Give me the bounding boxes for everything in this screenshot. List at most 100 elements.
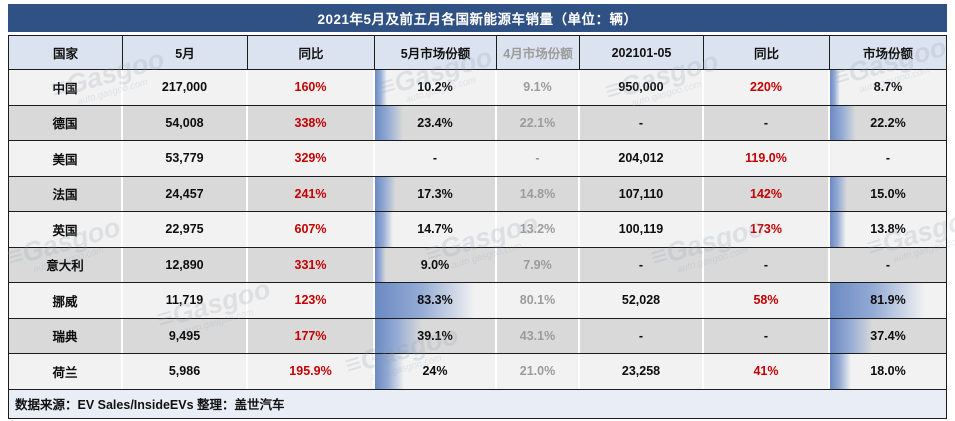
header-may-share: 5月市场份额 — [375, 36, 497, 69]
cell-value: 142% — [750, 186, 782, 201]
cell-country: 荷兰 — [9, 354, 123, 389]
cell-value: 22,975 — [165, 222, 204, 237]
cell-value: 204,012 — [618, 151, 664, 166]
cell-ytd-share: 81.9% — [830, 283, 946, 318]
cell-apr-share: - — [497, 141, 580, 176]
cell-value: 177% — [294, 328, 327, 343]
cell-country: 美国 — [9, 141, 123, 176]
header-apr-share: 4月市场份额 — [497, 36, 580, 69]
cell-value: - — [638, 328, 644, 343]
cell-value: 53,779 — [165, 151, 204, 166]
cell-value: 9.0% — [420, 257, 450, 272]
cell-value: 24,457 — [165, 186, 204, 201]
share-data-bar — [830, 212, 846, 247]
header-may-sales: 5月 — [123, 36, 248, 69]
cell-ytd-yoy: 142% — [704, 176, 830, 211]
share-data-bar — [375, 318, 422, 353]
cell-value: 中国 — [52, 81, 78, 96]
cell-value: 83.3% — [417, 293, 453, 308]
cell-may-share: 17.3% — [375, 176, 497, 211]
table-row: 挪威 11,719 123% 83.3% 80.1% 52,028 58% 81.9% — [9, 282, 946, 318]
cell-ytd-share: 15.0% — [830, 176, 946, 211]
cell-value: 9,495 — [168, 328, 201, 343]
cell-value: 美国 — [52, 152, 78, 167]
cell-ytd-yoy: - — [704, 318, 830, 353]
share-data-bar — [830, 283, 925, 318]
sales-table: 国家 5月 同比 5月市场份额 4月市场份额 202101-05 同比 市场份额… — [8, 35, 947, 419]
table-frame: 2021年5月及前五月各国新能源车销量（单位：辆） 国家 5月 同比 5月市场份… — [8, 4, 947, 419]
cell-may-sales: 54,008 — [123, 105, 248, 140]
cell-may-sales: 22,975 — [123, 212, 248, 247]
cell-may-share: 83.3% — [375, 283, 497, 318]
cell-value: 54,008 — [165, 115, 204, 130]
cell-value: 123% — [294, 293, 327, 308]
cell-value: 52,028 — [621, 293, 661, 308]
cell-value: 220% — [750, 80, 782, 95]
cell-value: 18.0% — [870, 364, 906, 379]
cell-ytd-share: 13.8% — [830, 212, 946, 247]
table-row: 英国 22,975 607% 14.7% 13.2% 100,119 173% 13.8% — [9, 211, 946, 247]
cell-value: 80.1% — [519, 293, 556, 308]
cell-apr-share: 14.8% — [497, 176, 580, 211]
cell-value: 107,110 — [618, 186, 664, 201]
share-data-bar — [375, 283, 475, 318]
table-row: 中国 217,000 160% 10.2% 9.1% 950,000 220% 8.7% — [9, 69, 946, 105]
cell-ytd-sales: - — [580, 318, 704, 353]
cell-value: 14.8% — [519, 186, 556, 201]
cell-ytd-share: 37.4% — [830, 318, 946, 353]
cell-may-sales: 5,986 — [123, 354, 248, 389]
cell-value: 法国 — [52, 188, 78, 203]
cell-may-yoy: 241% — [248, 176, 375, 211]
cell-ytd-yoy: 58% — [704, 283, 830, 318]
cell-value: 195.9% — [289, 364, 332, 379]
cell-ytd-yoy: 173% — [704, 212, 830, 247]
share-data-bar — [375, 212, 393, 247]
cell-value: 德国 — [52, 117, 78, 132]
cell-country: 英国 — [9, 212, 123, 247]
cell-ytd-sales: - — [580, 105, 704, 140]
cell-ytd-yoy: - — [704, 105, 830, 140]
share-data-bar — [830, 70, 841, 105]
share-data-bar — [830, 354, 851, 389]
share-data-bar — [375, 70, 388, 105]
cell-value: 119.0% — [745, 151, 787, 166]
share-data-bar — [375, 105, 404, 140]
table-row: 美国 53,779 329% - - 204,012 119.0% - — [9, 140, 946, 176]
cell-value: 58% — [753, 293, 779, 308]
cell-value: 7.9% — [523, 257, 552, 272]
cell-value: 43.1% — [519, 328, 556, 343]
cell-value: 英国 — [52, 223, 78, 238]
cell-value: 173% — [750, 222, 782, 237]
table-row: 法国 24,457 241% 17.3% 14.8% 107,110 142% 15.0% — [9, 175, 946, 211]
cell-ytd-sales: 100,119 — [580, 212, 704, 247]
cell-apr-share: 22.1% — [497, 105, 580, 140]
cell-may-yoy: 177% — [248, 318, 375, 353]
cell-ytd-sales: - — [580, 247, 704, 282]
cell-value: - — [638, 115, 644, 130]
cell-may-yoy: 331% — [248, 247, 375, 282]
cell-value: 荷兰 — [52, 365, 78, 380]
header-ytd-share: 市场份额 — [862, 47, 913, 61]
cell-value: 8.7% — [873, 80, 903, 95]
cell-value: 挪威 — [52, 294, 78, 309]
cell-apr-share: 21.0% — [497, 354, 580, 389]
cell-ytd-yoy: - — [704, 247, 830, 282]
table-row: 德国 54,008 338% 23.4% 22.1% - - 22.2% — [9, 104, 946, 140]
cell-may-sales: 11,719 — [123, 283, 248, 318]
share-data-bar — [375, 354, 404, 389]
cell-country: 德国 — [9, 105, 123, 140]
cell-value: 241% — [294, 186, 327, 201]
cell-apr-share: 43.1% — [497, 318, 580, 353]
header-ytd-sales: 202101-05 — [580, 36, 704, 69]
cell-value: 12,890 — [165, 257, 204, 272]
cell-may-share: 39.1% — [375, 318, 497, 353]
cell-value: 14.7% — [417, 222, 453, 237]
cell-value: 15.0% — [870, 186, 906, 201]
cell-ytd-sales: 107,110 — [580, 176, 704, 211]
table-row: 荷兰 5,986 195.9% 24% 21.0% 23,258 41% 18.0% — [9, 353, 946, 389]
cell-ytd-share: 22.2% — [830, 105, 946, 140]
cell-value: 39.1% — [417, 328, 453, 343]
cell-ytd-yoy: 220% — [704, 70, 830, 105]
cell-ytd-sales: 204,012 — [580, 141, 704, 176]
cell-value: 217,000 — [161, 80, 208, 95]
